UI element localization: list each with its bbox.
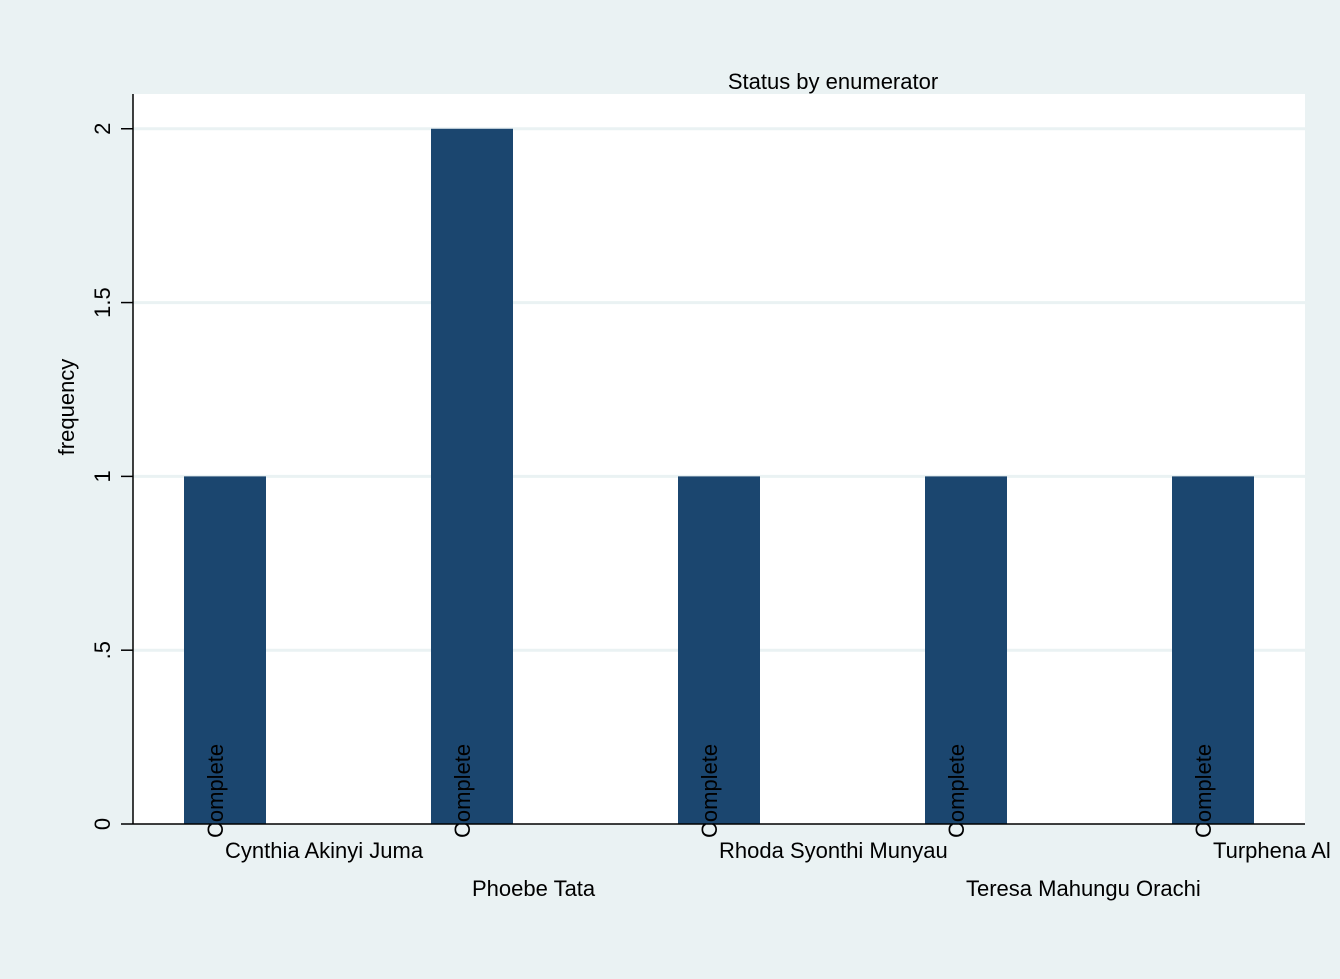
x-category-label-0: Cynthia Akinyi Juma (225, 838, 424, 863)
bars (184, 128, 1254, 824)
x-axis-labels: Cynthia Akinyi Juma Phoebe Tata Rhoda Syon… (225, 838, 1331, 901)
bar-1 (431, 128, 513, 824)
x-category-label-2: Rhoda Syonthi Munyau (719, 838, 948, 863)
y-tick-label-1: .5 (90, 641, 115, 659)
x-category-label-1: Phoebe Tata (472, 876, 596, 901)
bar-label-2: Complete (697, 744, 722, 838)
y-tick-label-3: 1.5 (90, 287, 115, 318)
y-tick-label-4: 2 (90, 123, 115, 135)
y-axis-title: frequency (54, 359, 79, 456)
bar-label-4: Complete (1191, 744, 1216, 838)
bar-label-3: Complete (944, 744, 969, 838)
bar-label-0: Complete (203, 744, 228, 838)
bar-labels: Complete Complete Complete Complete Complete (203, 744, 1216, 838)
bar-label-1: Complete (450, 744, 475, 838)
bar-2 (678, 476, 760, 824)
bar-3 (925, 476, 1007, 824)
chart-title: Status by enumerator (728, 69, 938, 94)
x-category-label-4: Turphena Al (1213, 838, 1331, 863)
x-category-label-3: Teresa Mahungu Orachi (966, 876, 1201, 901)
y-tick-label-0: 0 (90, 818, 115, 830)
y-axis-ticks: 0 .5 1 1.5 2 (90, 123, 133, 830)
bar-4 (1172, 476, 1254, 824)
bar-0 (184, 476, 266, 824)
y-tick-label-2: 1 (90, 470, 115, 482)
